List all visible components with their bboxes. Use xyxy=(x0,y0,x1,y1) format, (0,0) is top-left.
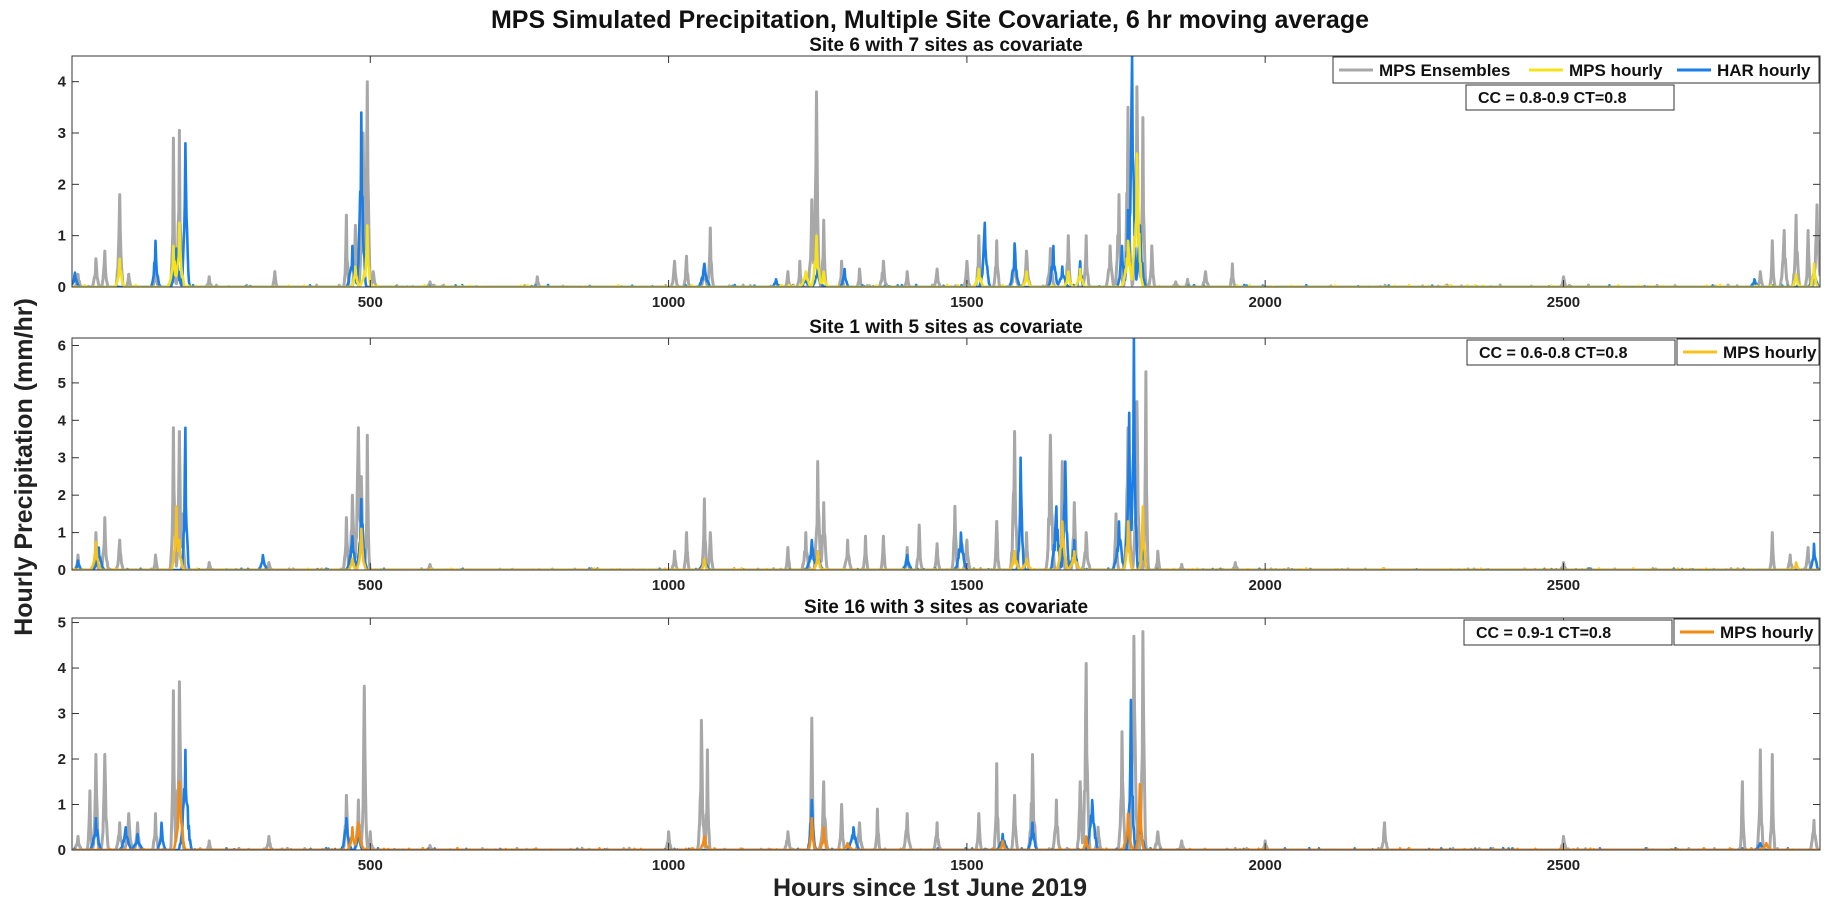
y-tick-label: 0 xyxy=(58,562,66,579)
y-tick-label: 2 xyxy=(58,751,66,768)
x-tick-label: 2500 xyxy=(1547,577,1580,594)
series-line-mps-ensembles xyxy=(72,630,1820,850)
annotation-box xyxy=(1463,619,1673,646)
plot-area xyxy=(72,56,1820,287)
y-tick-label: 4 xyxy=(58,660,67,677)
y-axis-label: Hourly Precipitation (mm/hr) xyxy=(10,298,38,636)
panel-2: Site 1 with 5 sites as covariate 0 1 2 3 4 5 6 5… xyxy=(58,317,1821,594)
axes-frame xyxy=(71,55,1821,288)
panel-subtitle: Site 16 with 3 sites as covariate xyxy=(804,597,1088,618)
series-line-mps-ensembles xyxy=(72,370,1820,570)
panel-subtitle: Site 6 with 7 sites as covariate xyxy=(809,35,1083,56)
chart-title: MPS Simulated Precipitation, Multiple Si… xyxy=(491,6,1369,34)
y-tick-label: 1 xyxy=(58,797,66,814)
x-tick-label: 1500 xyxy=(950,577,983,594)
annotation-box xyxy=(1466,339,1676,366)
x-axis-label: Hours since 1st June 2019 xyxy=(773,874,1087,902)
series-line-mps-hourly xyxy=(72,780,1820,850)
x-tick-label: 1000 xyxy=(652,577,685,594)
x-tick-label: 2000 xyxy=(1248,294,1281,311)
series-line-har-hourly xyxy=(72,56,1820,287)
annotation-text: CC = 0.8-0.9 CT=0.8 xyxy=(1478,90,1627,107)
x-tick-label: 1000 xyxy=(652,857,685,874)
y-tick-label: 3 xyxy=(58,125,66,142)
y-tick-label: 4 xyxy=(58,412,67,429)
legend-entry: MPS hourly xyxy=(1569,61,1663,80)
y-tick-label: 0 xyxy=(58,842,66,859)
y-tick-label: 6 xyxy=(58,337,66,354)
series-line-har-hourly xyxy=(72,698,1820,850)
annotation-text: CC = 0.6-0.8 CT=0.8 xyxy=(1479,345,1628,362)
series-line-mps-hourly xyxy=(72,505,1820,570)
annotation-box xyxy=(1465,84,1675,111)
x-tick-label: 2500 xyxy=(1547,857,1580,874)
y-tick-label: 2 xyxy=(58,176,66,193)
x-tick-label: 1500 xyxy=(950,294,983,311)
y-tick-label: 1 xyxy=(58,525,66,542)
legend-entry: MPS Ensembles xyxy=(1379,61,1510,80)
y-tick-label: 1 xyxy=(58,228,66,245)
series-line-mps-ensembles xyxy=(72,80,1820,287)
plot-area xyxy=(72,630,1820,850)
series-line-har-hourly xyxy=(72,338,1820,570)
legend-entry: MPS hourly xyxy=(1720,623,1814,642)
legend-box xyxy=(1332,56,1820,84)
y-tick-label: 3 xyxy=(58,706,66,723)
y-tick-label: 3 xyxy=(58,450,66,467)
annotation-text: CC = 0.9-1 CT=0.8 xyxy=(1476,625,1611,642)
x-tick-label: 2000 xyxy=(1248,857,1281,874)
plot-area xyxy=(72,338,1820,570)
axes-frame xyxy=(71,337,1821,571)
y-tick-label: 4 xyxy=(58,74,67,91)
panel-3: Site 16 with 3 sites as covariate 0 1 2 3 4 5 5… xyxy=(58,597,1821,874)
x-tick-label: 2500 xyxy=(1547,294,1580,311)
panel-1: Site 6 with 7 sites as covariate 0 1 2 3 4 500… xyxy=(58,35,1821,311)
y-tick-label: 0 xyxy=(58,279,66,296)
x-tick-label: 2000 xyxy=(1248,577,1281,594)
x-tick-label: 1500 xyxy=(950,857,983,874)
x-tick-label: 500 xyxy=(358,857,383,874)
y-tick-label: 5 xyxy=(58,375,66,392)
axes-frame xyxy=(71,617,1821,851)
panel-subtitle: Site 1 with 5 sites as covariate xyxy=(809,317,1083,338)
legend-entry: HAR hourly xyxy=(1717,61,1811,80)
y-tick-label: 2 xyxy=(58,487,66,504)
series-line-mps-hourly xyxy=(72,152,1820,287)
legend-entry: MPS hourly xyxy=(1723,343,1817,362)
y-tick-label: 5 xyxy=(58,615,66,632)
x-tick-label: 500 xyxy=(358,577,383,594)
chart-panels: Site 6 with 7 sites as covariate01234500… xyxy=(58,35,1821,874)
x-tick-label: 1000 xyxy=(652,294,685,311)
x-tick-label: 500 xyxy=(358,294,383,311)
